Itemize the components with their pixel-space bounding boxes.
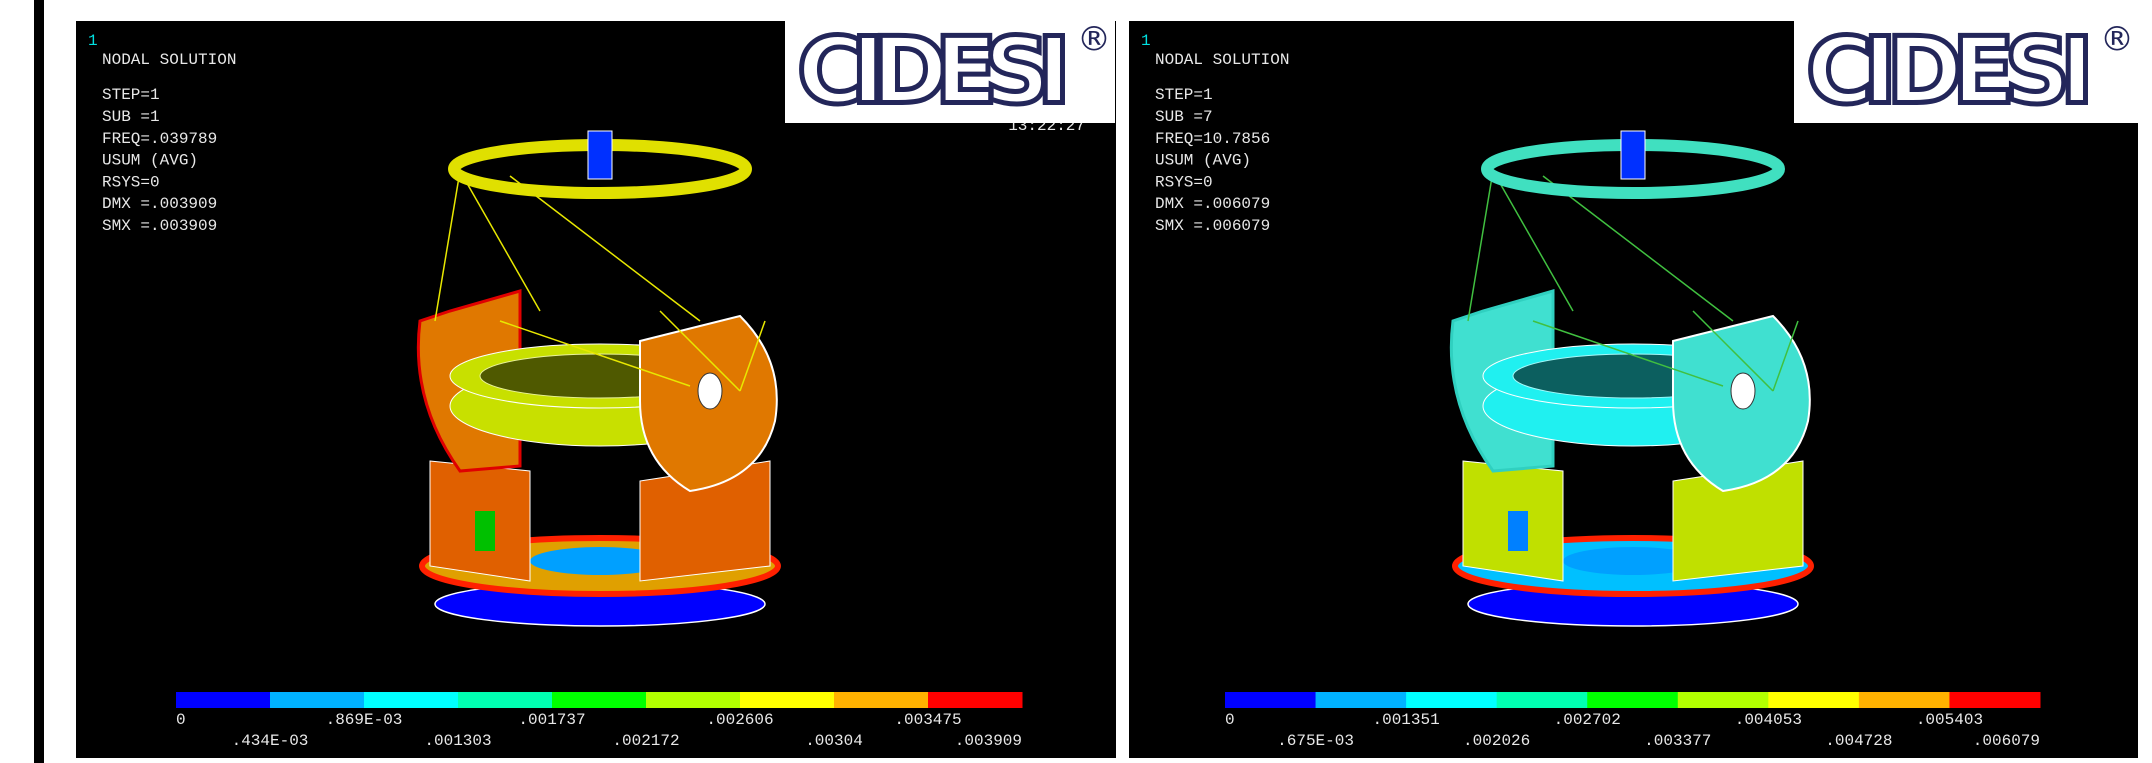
solution-info: STEP=1 (1155, 86, 1213, 104)
contour-band (364, 692, 459, 708)
lower-patch (475, 511, 495, 551)
contour-band (1859, 692, 1950, 708)
contour-band (1949, 692, 2040, 708)
solution-info: USUM (AVG) (102, 152, 198, 170)
lower-patch (1508, 511, 1528, 551)
contour-label: .003377 (1644, 732, 1711, 750)
logo: CIDESI (797, 17, 1067, 124)
contour-label: .434E-03 (232, 732, 309, 750)
contour-label: .675E-03 (1277, 732, 1354, 750)
contour-band (1678, 692, 1769, 708)
contour-label: .004728 (1825, 732, 1892, 750)
contour-band (834, 692, 929, 708)
solution-info: FREQ=10.7856 (1155, 130, 1270, 148)
registered-mark: ® (2100, 20, 2134, 60)
solution-info: FREQ=.039789 (102, 130, 217, 148)
registered-mark: ® (1077, 20, 1111, 60)
contour-label: .003475 (894, 711, 961, 729)
top-hub (1621, 131, 1645, 179)
contour-band (458, 692, 553, 708)
solution-info: RSYS=0 (1155, 173, 1213, 191)
solution-info: DMX =.006079 (1155, 195, 1270, 213)
contour-band (740, 692, 835, 708)
contour-label: .002026 (1463, 732, 1530, 750)
contour-label: .004053 (1735, 711, 1802, 729)
contour-band (928, 692, 1023, 708)
solution-info: STEP=1 (102, 86, 160, 104)
contour-band (1316, 692, 1407, 708)
contour-band (1587, 692, 1678, 708)
window-number: 1 (88, 32, 98, 50)
solution-info: SMX =.003909 (102, 217, 217, 235)
contour-label: 0 (176, 711, 186, 729)
contour-label: .869E-03 (326, 711, 403, 729)
contour-label: .002606 (706, 711, 773, 729)
logo: CIDESI (1806, 17, 2090, 124)
contour-label: .00304 (805, 732, 863, 750)
solution-info: SUB =7 (1155, 108, 1213, 126)
contour-band (176, 692, 271, 708)
window-number: 1 (1141, 32, 1151, 50)
solution-info: DMX =.003909 (102, 195, 217, 213)
top-hub (588, 131, 612, 179)
contour-band (270, 692, 365, 708)
screenshot: 1NODAL SOLUTIONSTEP=1SUB =1FREQ=.039789U… (0, 0, 2152, 763)
solution-info: USUM (AVG) (1155, 152, 1251, 170)
solution-info: NODAL SOLUTION (1155, 51, 1289, 69)
contour-band (1225, 692, 1316, 708)
contour-label: 0 (1225, 711, 1235, 729)
contour-label: .005403 (1916, 711, 1983, 729)
solution-info: SMX =.006079 (1155, 217, 1270, 235)
contour-band (1497, 692, 1588, 708)
contour-band (1406, 692, 1497, 708)
contour-band (1768, 692, 1859, 708)
contour-label: .006079 (1973, 732, 2040, 750)
contour-label: .003909 (955, 732, 1022, 750)
contour-band (646, 692, 741, 708)
left-border (34, 0, 44, 763)
solution-info: RSYS=0 (102, 173, 160, 191)
solution-info: NODAL SOLUTION (102, 51, 236, 69)
contour-label: .001351 (1373, 711, 1440, 729)
contour-label: .001737 (518, 711, 585, 729)
solution-info: SUB =1 (102, 108, 160, 126)
plate-hole (698, 373, 722, 409)
contour-label: .001303 (424, 732, 491, 750)
contour-label: .002172 (612, 732, 679, 750)
contour-band (552, 692, 647, 708)
plate-hole (1731, 373, 1755, 409)
contour-label: .002702 (1554, 711, 1621, 729)
